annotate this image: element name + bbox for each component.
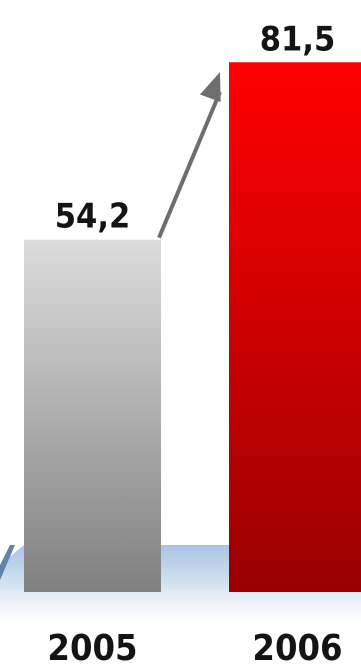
value-labels-group: 54,2 81,5	[55, 19, 335, 236]
value-label-2005: 54,2	[55, 197, 130, 237]
bar-2006	[229, 62, 361, 592]
category-label-2005: 2005	[47, 628, 137, 669]
category-labels-group: 2005 2006	[47, 628, 342, 669]
value-label-2006: 81,5	[260, 19, 335, 59]
growth-arrow	[157, 72, 222, 239]
growth-arrow-line	[157, 91, 222, 239]
growth-arrow-head	[200, 72, 221, 103]
bars-group	[24, 62, 361, 592]
category-label-2006: 2006	[252, 628, 342, 669]
bar-2005	[24, 239, 161, 592]
